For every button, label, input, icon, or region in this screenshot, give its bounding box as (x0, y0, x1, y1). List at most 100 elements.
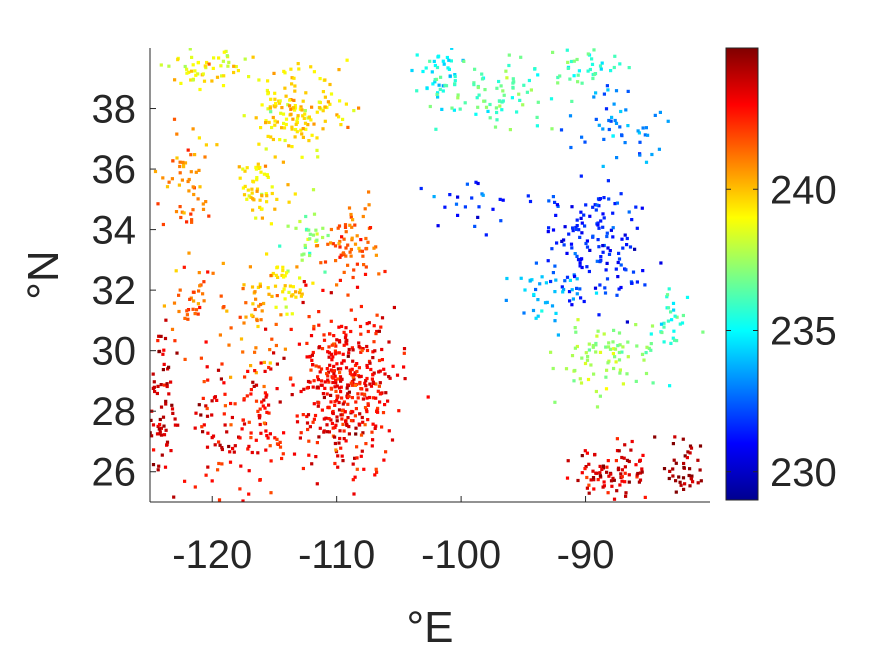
scatter-point (314, 364, 318, 368)
scatter-point (579, 296, 583, 300)
scatter-point (299, 389, 303, 394)
scatter-point (690, 474, 694, 478)
scatter-point (307, 115, 311, 119)
scatter-point (561, 290, 565, 294)
scatter-point (234, 65, 238, 69)
scatter-point (338, 375, 343, 379)
scatter-point (607, 197, 611, 201)
scatter-point (522, 83, 526, 87)
scatter-point (668, 384, 672, 388)
scatter-point (306, 413, 311, 417)
scatter-point (634, 205, 638, 209)
scatter-point (337, 325, 341, 329)
scatter-point (222, 74, 226, 78)
scatter-point (251, 302, 255, 306)
scatter-point (602, 137, 606, 141)
scatter-point (264, 395, 268, 399)
scatter-point (259, 302, 263, 307)
scatter-point (612, 102, 616, 106)
scatter-point (164, 399, 168, 403)
scatter-point (292, 98, 296, 102)
scatter-point (170, 407, 175, 411)
scatter-point (614, 267, 618, 271)
scatter-point (376, 389, 380, 393)
scatter-point (327, 355, 331, 359)
scatter-point (617, 449, 621, 453)
scatter-point (551, 271, 555, 275)
scatter-point (644, 371, 649, 376)
scatter-point (473, 67, 477, 71)
scatter-point (308, 237, 312, 241)
scatter-point (428, 59, 432, 63)
scatter-point (669, 341, 673, 345)
scatter-point (323, 386, 327, 390)
scatter-point (305, 341, 309, 345)
scatter-point (364, 384, 368, 388)
scatter-point (329, 227, 333, 232)
scatter-point (181, 160, 185, 164)
scatter-point (365, 396, 369, 400)
scatter-point (339, 385, 343, 389)
scatter-point (383, 269, 387, 274)
scatter-point (315, 136, 319, 140)
scatter-point (333, 441, 337, 446)
scatter-point (579, 210, 583, 214)
scatter-point (371, 356, 375, 360)
scatter-point (619, 192, 623, 196)
scatter-point (673, 338, 677, 342)
scatter-point (227, 60, 231, 64)
scatter-point (254, 167, 258, 171)
scatter-point (228, 450, 232, 454)
scatter-point (482, 99, 486, 103)
scatter-point (258, 165, 262, 170)
scatter-point (353, 242, 358, 246)
scatter-point (443, 205, 447, 209)
scatter-point (270, 191, 274, 196)
scatter-point (246, 447, 250, 451)
scatter-point (619, 472, 623, 476)
scatter-point (332, 334, 336, 338)
scatter-point (345, 58, 349, 62)
scatter-point (327, 345, 331, 349)
scatter-point (598, 260, 602, 264)
scatter-point (449, 59, 453, 63)
scatter-point (673, 314, 677, 318)
scatter-point (164, 428, 168, 432)
scatter-point (285, 312, 289, 316)
scatter-point (308, 253, 312, 258)
scatter-point (588, 248, 592, 252)
scatter-point (556, 75, 560, 80)
scatter-point (402, 347, 407, 351)
scatter-point (560, 285, 564, 289)
scatter-point (151, 423, 156, 427)
scatter-point (352, 268, 356, 272)
scatter-point (344, 366, 349, 370)
scatter-point (538, 282, 542, 286)
scatter-point (258, 284, 262, 288)
scatter-point (644, 160, 649, 164)
scatter-point (342, 437, 346, 441)
scatter-point (216, 368, 221, 372)
scatter-point (317, 435, 321, 439)
scatter-point (434, 127, 438, 131)
scatter-point (617, 257, 622, 261)
scatter-point (428, 104, 432, 109)
scatter-point (606, 88, 610, 92)
scatter-point (326, 100, 330, 104)
scatter-point (312, 402, 316, 406)
scatter-point (268, 361, 272, 365)
scatter-point (354, 400, 358, 404)
scatter-point (333, 374, 337, 378)
scatter-point (180, 178, 184, 182)
scatter-point (607, 252, 612, 256)
scatter-point (327, 380, 331, 384)
scatter-point (377, 329, 381, 333)
scatter-point (265, 410, 269, 414)
scatter-point (618, 371, 622, 375)
scatter-point (321, 226, 325, 230)
scatter-point (205, 406, 209, 411)
scatter-point (480, 77, 485, 81)
scatter-point (317, 365, 321, 369)
scatter-point (642, 358, 646, 362)
scatter-point (351, 218, 355, 222)
